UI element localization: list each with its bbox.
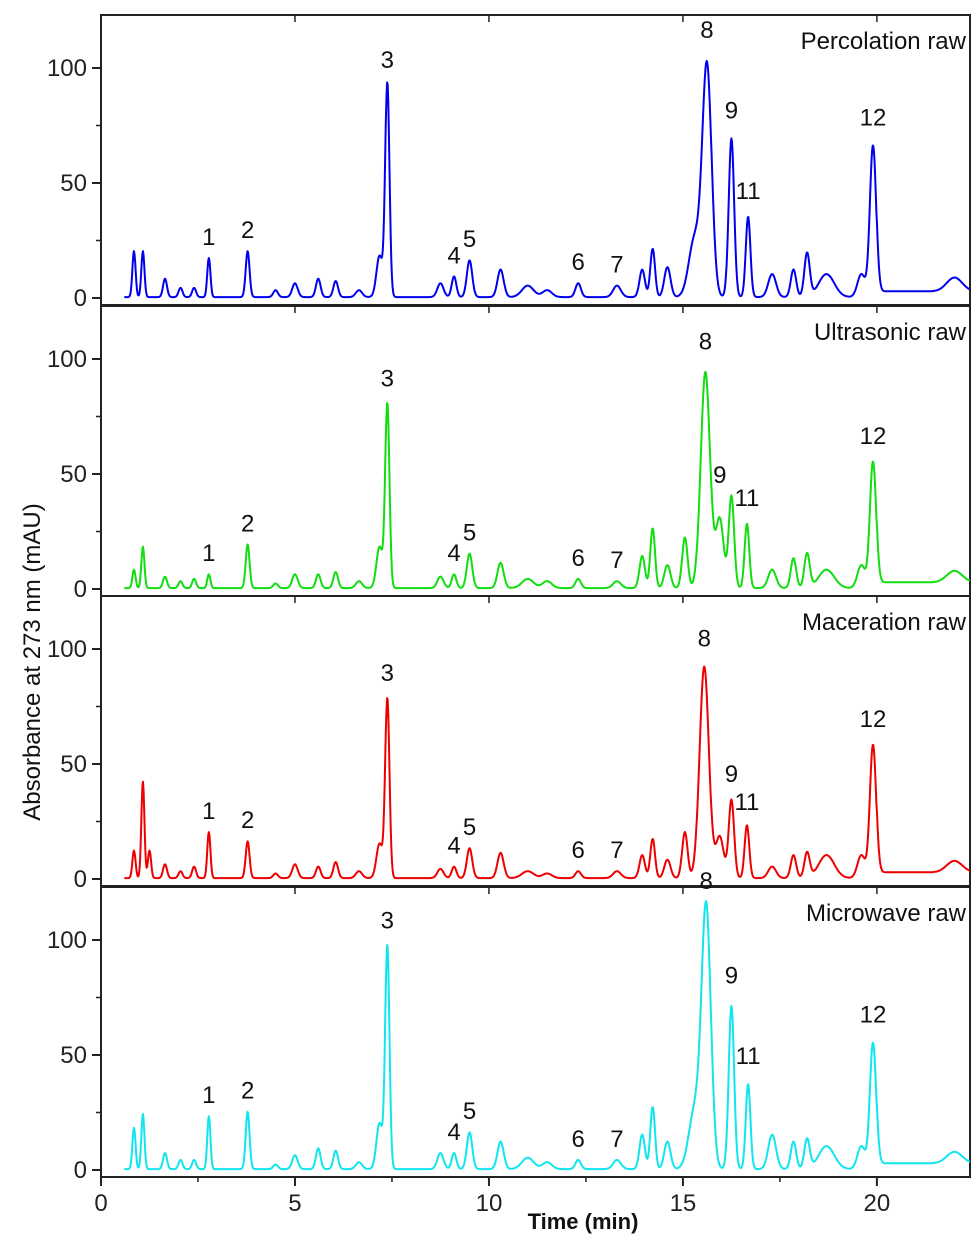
peak-label: 8 (698, 626, 711, 653)
peak-label: 7 (610, 252, 623, 279)
peak-label: 1 (202, 798, 215, 825)
peak-label: 7 (610, 547, 623, 574)
peak-label: 12 (860, 1002, 887, 1029)
panel-frame (100, 305, 971, 597)
peak-label: 9 (725, 761, 738, 788)
peak-label: 6 (571, 545, 584, 572)
x-tick-label: 20 (864, 1190, 891, 1217)
peak-label: 4 (447, 242, 460, 269)
peak-label: 3 (381, 660, 394, 687)
peak-label: 5 (463, 814, 476, 841)
panel-frame (100, 14, 971, 306)
panel-title: Microwave raw (806, 900, 967, 927)
peak-label: 6 (571, 1126, 584, 1153)
peak-label: 6 (571, 249, 584, 276)
peak-label: 8 (700, 17, 713, 44)
peak-label: 5 (463, 226, 476, 253)
peak-label: 4 (447, 1119, 460, 1146)
chromatogram-line (123, 60, 971, 299)
panel-title: Ultrasonic raw (814, 319, 967, 346)
panel-frame (100, 595, 971, 887)
peak-label: 5 (463, 520, 476, 547)
peak-label: 9 (713, 462, 726, 489)
peak-label: 1 (202, 1082, 215, 1109)
peak-label: 6 (571, 837, 584, 864)
peak-label: 2 (241, 807, 254, 834)
peak-label: 12 (860, 423, 887, 450)
peak-label: 9 (725, 97, 738, 124)
x-tick-label: 15 (670, 1190, 697, 1217)
y-tick-label: 100 (47, 55, 87, 82)
peak-label: 3 (381, 47, 394, 74)
x-axis-title: Time (min) (528, 1209, 639, 1234)
y-tick-label: 0 (74, 866, 87, 893)
chromatogram-line (123, 900, 971, 1171)
peak-label: 4 (447, 833, 460, 860)
chromatogram-line (123, 370, 971, 590)
peak-label: 8 (699, 329, 712, 356)
y-tick-label: 50 (60, 1042, 87, 1069)
y-tick-label: 0 (74, 285, 87, 312)
peak-label: 11 (734, 485, 759, 512)
y-tick-label: 50 (60, 751, 87, 778)
y-axis-title: Absorbance at 273 nm (mAU) (19, 503, 46, 820)
peak-label: 7 (610, 1126, 623, 1153)
peak-label: 11 (736, 1043, 761, 1070)
peak-label: 11 (736, 178, 761, 205)
peak-label: 3 (381, 365, 394, 392)
x-axis: 0 5 10 15 20 (94, 1177, 890, 1217)
y-tick-label: 100 (47, 346, 87, 373)
panel-frame (100, 886, 971, 1178)
y-tick-label: 50 (60, 170, 87, 197)
peak-label: 1 (202, 224, 215, 251)
peak-label: 7 (610, 837, 623, 864)
y-tick-label: 100 (47, 927, 87, 954)
peak-label: 1 (202, 540, 215, 567)
x-tick-label: 0 (94, 1190, 107, 1217)
y-tick-label: 50 (60, 461, 87, 488)
y-tick-label: 0 (74, 1157, 87, 1184)
peak-label: 9 (725, 963, 738, 990)
peak-label: 2 (241, 1078, 254, 1105)
peak-label: 5 (463, 1098, 476, 1125)
x-tick-label: 5 (288, 1190, 301, 1217)
panel-title: Maceration raw (802, 609, 967, 636)
peak-label: 3 (381, 907, 394, 934)
peak-label: 11 (734, 789, 759, 816)
y-tick-label: 100 (47, 636, 87, 663)
peak-label: 4 (447, 540, 460, 567)
chromatogram-line (123, 665, 971, 880)
peak-label: 12 (860, 104, 887, 131)
y-tick-label: 0 (74, 576, 87, 603)
x-tick-label: 10 (476, 1190, 503, 1217)
peak-label: 8 (700, 868, 713, 895)
peak-label: 12 (860, 706, 887, 733)
panel-title: Percolation raw (801, 28, 967, 55)
peak-label: 2 (241, 217, 254, 244)
peak-label: 2 (241, 510, 254, 537)
